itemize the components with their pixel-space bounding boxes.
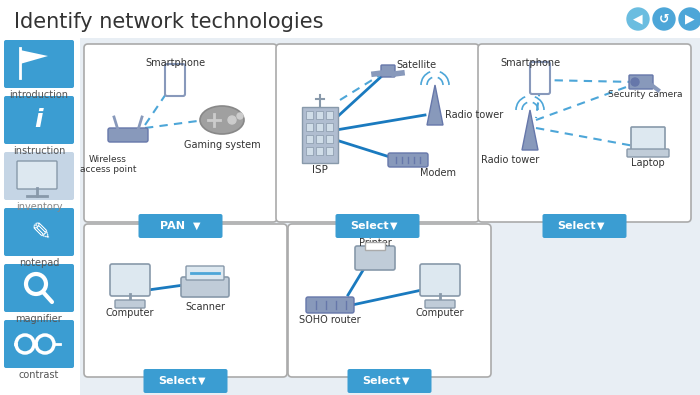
FancyBboxPatch shape <box>629 75 653 89</box>
Text: introduction: introduction <box>10 90 69 100</box>
FancyBboxPatch shape <box>0 0 700 38</box>
FancyBboxPatch shape <box>144 369 228 393</box>
FancyBboxPatch shape <box>288 224 491 377</box>
FancyBboxPatch shape <box>306 135 313 143</box>
Circle shape <box>237 113 243 119</box>
FancyBboxPatch shape <box>139 214 223 238</box>
Text: Select: Select <box>158 376 197 386</box>
FancyBboxPatch shape <box>17 161 57 189</box>
FancyBboxPatch shape <box>276 44 479 222</box>
FancyBboxPatch shape <box>181 277 229 297</box>
Text: Printer: Printer <box>358 238 391 248</box>
FancyBboxPatch shape <box>388 153 428 167</box>
Text: contrast: contrast <box>19 370 60 380</box>
FancyBboxPatch shape <box>355 246 395 270</box>
Text: magnifier: magnifier <box>15 314 62 324</box>
FancyBboxPatch shape <box>316 147 323 155</box>
Text: Smartphone: Smartphone <box>145 58 205 68</box>
FancyBboxPatch shape <box>84 44 277 222</box>
FancyBboxPatch shape <box>631 127 665 151</box>
Text: Identify network technologies: Identify network technologies <box>14 12 323 32</box>
FancyBboxPatch shape <box>4 40 74 88</box>
FancyBboxPatch shape <box>627 149 669 157</box>
FancyBboxPatch shape <box>306 123 313 131</box>
FancyBboxPatch shape <box>4 320 74 368</box>
Circle shape <box>679 8 700 30</box>
FancyBboxPatch shape <box>326 147 333 155</box>
Text: ◀: ◀ <box>634 13 643 26</box>
Text: Radio tower: Radio tower <box>445 110 503 120</box>
FancyBboxPatch shape <box>0 38 80 395</box>
FancyBboxPatch shape <box>316 135 323 143</box>
FancyBboxPatch shape <box>530 62 550 94</box>
FancyBboxPatch shape <box>326 111 333 119</box>
FancyBboxPatch shape <box>316 123 323 131</box>
Text: ▼: ▼ <box>402 376 409 386</box>
Text: Radio tower: Radio tower <box>481 155 539 165</box>
Text: ▼: ▼ <box>193 221 200 231</box>
Text: Computer: Computer <box>106 308 154 318</box>
FancyBboxPatch shape <box>420 264 460 296</box>
Text: PAN: PAN <box>160 221 185 231</box>
Text: ▼: ▼ <box>197 376 205 386</box>
FancyBboxPatch shape <box>165 64 185 96</box>
Text: Select: Select <box>557 221 596 231</box>
Text: Scanner: Scanner <box>185 302 225 312</box>
FancyBboxPatch shape <box>4 208 74 256</box>
FancyBboxPatch shape <box>302 107 338 163</box>
FancyBboxPatch shape <box>381 65 395 77</box>
FancyBboxPatch shape <box>425 300 455 308</box>
Polygon shape <box>522 110 538 150</box>
Text: ▼: ▼ <box>596 221 604 231</box>
FancyBboxPatch shape <box>115 300 145 308</box>
Ellipse shape <box>200 106 244 134</box>
Text: Wireless
access point: Wireless access point <box>80 155 136 175</box>
Text: inventory: inventory <box>15 202 62 212</box>
Text: ISP: ISP <box>312 165 328 175</box>
Text: Gaming system: Gaming system <box>183 140 260 150</box>
FancyBboxPatch shape <box>478 44 691 222</box>
Text: Select: Select <box>362 376 401 386</box>
Polygon shape <box>20 50 48 64</box>
FancyBboxPatch shape <box>316 111 323 119</box>
Text: ▼: ▼ <box>390 221 398 231</box>
Text: Laptop: Laptop <box>631 158 665 168</box>
FancyBboxPatch shape <box>108 128 148 142</box>
FancyBboxPatch shape <box>306 297 354 313</box>
FancyBboxPatch shape <box>186 266 224 280</box>
FancyBboxPatch shape <box>306 111 313 119</box>
FancyBboxPatch shape <box>326 123 333 131</box>
Polygon shape <box>427 85 443 125</box>
Text: Modem: Modem <box>420 168 456 178</box>
Text: Select: Select <box>350 221 389 231</box>
Text: ✏: ✏ <box>23 216 55 248</box>
Text: instruction: instruction <box>13 146 65 156</box>
FancyBboxPatch shape <box>335 214 419 238</box>
Circle shape <box>631 78 639 86</box>
Text: SOHO router: SOHO router <box>299 315 360 325</box>
Text: Computer: Computer <box>416 308 464 318</box>
FancyBboxPatch shape <box>347 369 431 393</box>
FancyBboxPatch shape <box>365 242 385 250</box>
FancyBboxPatch shape <box>82 38 698 395</box>
Circle shape <box>653 8 675 30</box>
Text: Smartphone: Smartphone <box>500 58 560 68</box>
Text: Satellite: Satellite <box>396 60 436 70</box>
FancyBboxPatch shape <box>110 264 150 296</box>
FancyBboxPatch shape <box>4 96 74 144</box>
Text: ▶: ▶ <box>685 13 695 26</box>
Circle shape <box>228 116 236 124</box>
Text: ↺: ↺ <box>659 13 669 26</box>
FancyBboxPatch shape <box>84 224 287 377</box>
Circle shape <box>627 8 649 30</box>
FancyBboxPatch shape <box>306 147 313 155</box>
FancyBboxPatch shape <box>326 135 333 143</box>
FancyBboxPatch shape <box>4 264 74 312</box>
Text: Security camera: Security camera <box>608 90 682 99</box>
Text: notepad: notepad <box>19 258 60 268</box>
FancyBboxPatch shape <box>4 152 74 200</box>
Text: i: i <box>35 108 43 132</box>
FancyBboxPatch shape <box>542 214 626 238</box>
